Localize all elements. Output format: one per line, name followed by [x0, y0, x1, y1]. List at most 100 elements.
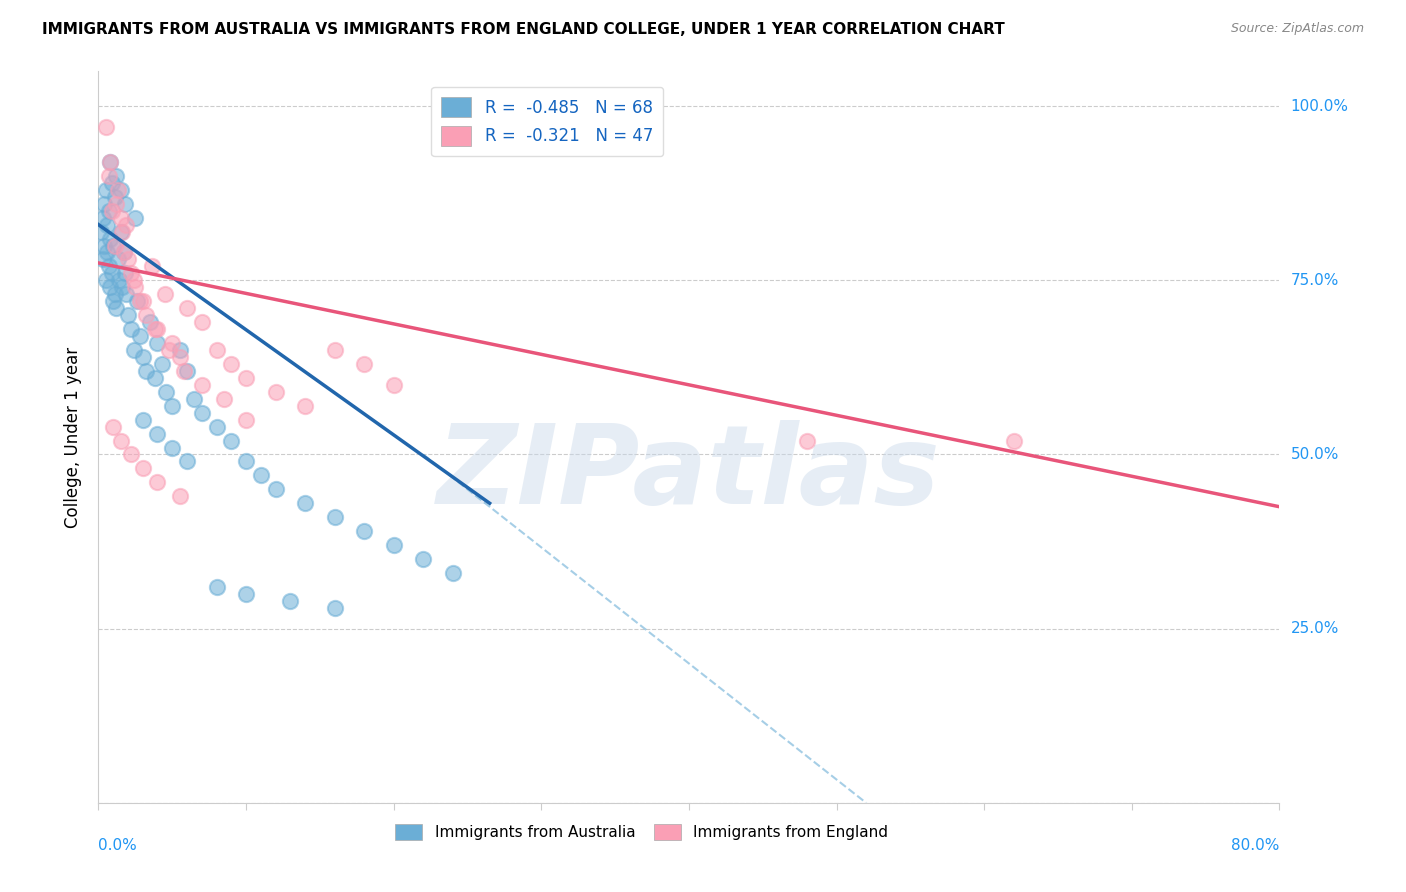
Point — [235, 371, 257, 385]
Point — [183, 392, 205, 406]
Point — [221, 357, 243, 371]
Point — [162, 399, 183, 413]
Text: 50.0%: 50.0% — [1291, 447, 1339, 462]
Point — [264, 384, 287, 399]
Point — [323, 510, 346, 524]
Point — [97, 260, 120, 274]
Point — [191, 377, 214, 392]
Point — [323, 600, 346, 615]
Point — [107, 183, 129, 197]
Text: IMMIGRANTS FROM AUSTRALIA VS IMMIGRANTS FROM ENGLAND COLLEGE, UNDER 1 YEAR CORRE: IMMIGRANTS FROM AUSTRALIA VS IMMIGRANTS … — [42, 22, 1005, 37]
Point — [441, 566, 464, 580]
Point — [94, 273, 117, 287]
Point — [120, 266, 142, 280]
Point — [117, 252, 139, 267]
Point — [135, 308, 157, 322]
Point — [128, 329, 150, 343]
Text: 75.0%: 75.0% — [1291, 273, 1339, 288]
Point — [97, 169, 120, 183]
Point — [114, 266, 136, 280]
Point — [162, 441, 183, 455]
Point — [139, 315, 162, 329]
Point — [191, 315, 214, 329]
Point — [122, 273, 145, 287]
Text: 25.0%: 25.0% — [1291, 621, 1339, 636]
Point — [132, 412, 155, 426]
Point — [264, 483, 287, 497]
Point — [205, 343, 228, 357]
Point — [98, 155, 121, 169]
Point — [117, 308, 139, 322]
Point — [90, 225, 112, 239]
Point — [155, 384, 177, 399]
Point — [173, 364, 195, 378]
Point — [205, 419, 228, 434]
Point — [112, 245, 135, 260]
Point — [169, 343, 191, 357]
Point — [235, 454, 257, 468]
Text: 100.0%: 100.0% — [1291, 99, 1348, 113]
Point — [125, 294, 148, 309]
Point — [353, 524, 375, 538]
Point — [115, 218, 138, 232]
Point — [169, 350, 191, 364]
Point — [150, 357, 173, 371]
Point — [124, 280, 146, 294]
Point — [93, 238, 115, 252]
Point — [100, 203, 122, 218]
Point — [146, 336, 169, 351]
Point — [94, 120, 117, 134]
Point — [191, 406, 214, 420]
Point — [135, 364, 157, 378]
Point — [96, 245, 118, 260]
Point — [98, 155, 121, 169]
Point — [94, 183, 117, 197]
Point — [169, 489, 191, 503]
Point — [280, 594, 302, 608]
Point — [110, 225, 132, 239]
Point — [212, 392, 235, 406]
Point — [146, 475, 169, 490]
Text: 0.0%: 0.0% — [98, 838, 138, 853]
Point — [294, 399, 316, 413]
Point — [143, 371, 166, 385]
Point — [105, 196, 128, 211]
Point — [153, 287, 176, 301]
Y-axis label: College, Under 1 year: College, Under 1 year — [65, 346, 83, 528]
Point — [103, 294, 125, 309]
Point — [91, 252, 114, 267]
Point — [162, 336, 183, 351]
Text: Source: ZipAtlas.com: Source: ZipAtlas.com — [1230, 22, 1364, 36]
Legend: Immigrants from Australia, Immigrants from England: Immigrants from Australia, Immigrants fr… — [389, 817, 894, 847]
Point — [105, 301, 128, 316]
Point — [412, 552, 434, 566]
Point — [110, 183, 132, 197]
Point — [93, 196, 115, 211]
Point — [143, 322, 166, 336]
Point — [107, 252, 129, 267]
Point — [176, 301, 198, 316]
Point — [294, 496, 316, 510]
Point — [104, 287, 127, 301]
Point — [115, 287, 138, 301]
Point — [111, 225, 134, 239]
Point — [103, 238, 125, 252]
Point — [98, 280, 121, 294]
Point — [111, 280, 134, 294]
Point — [97, 203, 120, 218]
Point — [146, 426, 169, 441]
Point — [132, 350, 155, 364]
Point — [128, 294, 150, 309]
Point — [108, 273, 131, 287]
Point — [141, 260, 163, 274]
Point — [91, 211, 114, 225]
Point — [98, 231, 121, 245]
Point — [114, 196, 136, 211]
Point — [382, 377, 405, 392]
Point — [176, 454, 198, 468]
Point — [157, 343, 180, 357]
Point — [235, 587, 257, 601]
Point — [796, 434, 818, 448]
Point — [112, 245, 135, 260]
Point — [120, 448, 142, 462]
